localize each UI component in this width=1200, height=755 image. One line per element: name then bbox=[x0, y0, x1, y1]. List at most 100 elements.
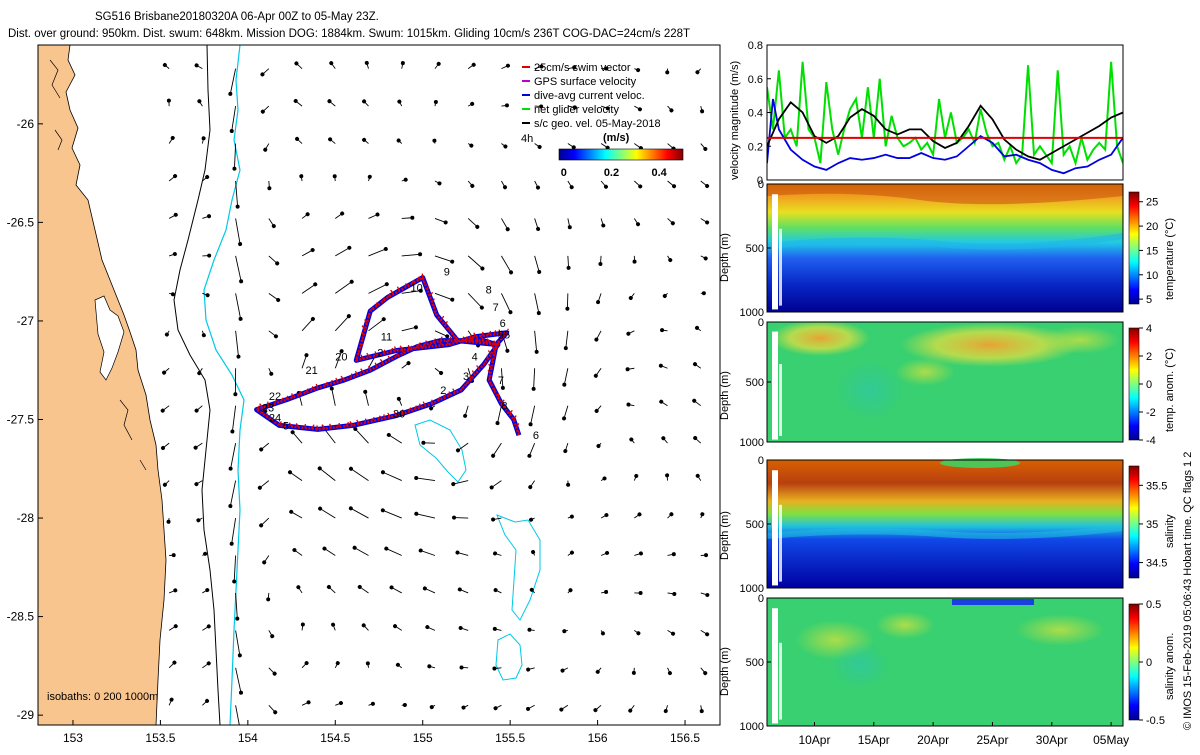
salinity-anomaly-teal bbox=[830, 641, 890, 689]
colorbar-title: (m/s) bbox=[603, 132, 630, 144]
depth-tick-label: 0 bbox=[758, 317, 764, 329]
depth-tick-label: 0 bbox=[758, 455, 764, 467]
colorbar-tick-label: 2 bbox=[1146, 351, 1152, 363]
missing-data-column bbox=[779, 364, 782, 436]
geostrophic-vector bbox=[269, 181, 270, 188]
velocity-y-tick-label: 0.8 bbox=[748, 40, 763, 52]
missing-data-column bbox=[779, 229, 782, 306]
colorbar-tick-label: 0.5 bbox=[1146, 599, 1161, 611]
temp-anomaly-colorbar-label: temp. anom. (°C) bbox=[1164, 348, 1176, 432]
colorbar-tick-label: 0 bbox=[1146, 657, 1152, 669]
legend-item-net: net glider velocity bbox=[522, 104, 619, 116]
missing-data-column bbox=[772, 470, 778, 585]
salinity-field bbox=[767, 460, 1123, 588]
track-day-label: 10 bbox=[410, 282, 422, 294]
temperature-colorbar bbox=[1129, 192, 1139, 304]
time-x-tick-label: 20Apr bbox=[917, 733, 949, 747]
track-day-label: 5 bbox=[283, 420, 289, 432]
geostrophic-vector bbox=[268, 593, 269, 599]
track-day-label: 20 bbox=[335, 351, 347, 363]
geostrophic-vector bbox=[434, 141, 435, 144]
track-day-label: 22 bbox=[269, 391, 281, 403]
temp-anomaly-warm-1 bbox=[770, 320, 870, 356]
swim-vector bbox=[376, 302, 377, 306]
geostrophic-vector bbox=[335, 176, 336, 181]
temperature-colorbar-label: temperature (°C) bbox=[1164, 218, 1176, 300]
colorbar-tick-label: -2 bbox=[1146, 407, 1156, 419]
track-day-label: 6 bbox=[500, 318, 506, 330]
time-x-tick-label: 15Apr bbox=[858, 733, 890, 747]
colorbar-tick-label: 34.5 bbox=[1146, 558, 1167, 570]
missing-data-column bbox=[779, 505, 782, 582]
map-y-tick-label: -26 bbox=[17, 117, 35, 131]
velocity-ylabel: velocity magnitude (m/s) bbox=[729, 61, 741, 180]
temp-anomaly-teal bbox=[835, 360, 905, 420]
depth-tick-label: 1000 bbox=[740, 437, 764, 449]
temperature-ylabel: Depth (m) bbox=[719, 233, 731, 282]
header-line-1: SG516 Brisbane20180320A 06-Apr 00Z to 05… bbox=[95, 11, 379, 23]
salinity-colorbar bbox=[1129, 466, 1139, 578]
colorbar-tick-label: 15 bbox=[1146, 245, 1158, 257]
temperature-field bbox=[767, 184, 1123, 312]
map-y-tick-label: -26.5 bbox=[7, 215, 35, 229]
temp-anomaly-warm-3 bbox=[1040, 326, 1120, 354]
map-x-tick-label: 153.5 bbox=[145, 731, 175, 745]
velocity-panel: 00.20.40.60.8 velocity magnitude (m/s) bbox=[729, 40, 1123, 187]
colorbar-tick-label: 35 bbox=[1146, 519, 1158, 531]
time-x-tick-label: 10Apr bbox=[798, 733, 830, 747]
map-x-tick-label: 156.5 bbox=[670, 731, 700, 745]
header-line-2: Dist. over ground: 950km. Dist. swum: 64… bbox=[8, 28, 690, 40]
track-day-label: 21 bbox=[306, 365, 318, 377]
track-day-label: 6 bbox=[533, 430, 539, 442]
depth-tick-label: 0 bbox=[758, 593, 764, 605]
track-day-label: 8 bbox=[501, 401, 507, 413]
track-day-label: 2 bbox=[440, 385, 446, 397]
track-day-label: 55 bbox=[498, 330, 510, 342]
speed-colorbar-tick-label: 0 bbox=[561, 167, 567, 179]
swim-vector bbox=[369, 313, 370, 317]
track-day-label: 11 bbox=[381, 332, 392, 344]
colorbar-tick-label: 5 bbox=[1146, 294, 1152, 306]
track-day-label: 7 bbox=[493, 302, 499, 314]
time-x-tick-label: 05May bbox=[1093, 733, 1129, 747]
salinity-anomaly-yellow-2 bbox=[875, 611, 935, 639]
map-x-tick-label: 154 bbox=[238, 731, 258, 745]
map-y-tick-label: -27 bbox=[17, 314, 35, 328]
colorbar-tick-label: 25 bbox=[1146, 197, 1158, 209]
track-day-label: 8 bbox=[486, 284, 492, 296]
temp-anomaly-ylabel: Depth (m) bbox=[719, 371, 731, 420]
velocity-y-tick-label: 0.4 bbox=[748, 108, 763, 120]
salinity-anomaly-colorbar-label: salinity anom. bbox=[1164, 633, 1176, 700]
imos-credit-note: © IMOS 15-Feb-2019 05:06:43 Hobart time.… bbox=[1182, 452, 1194, 730]
swim-vector bbox=[356, 356, 357, 360]
track-day-label: 3 bbox=[463, 371, 469, 383]
missing-data-column bbox=[772, 332, 778, 440]
track-day-label: 7 bbox=[498, 375, 504, 387]
legend-item-dac: dive-avg current veloc. bbox=[522, 90, 645, 102]
track-day-label: 24 bbox=[269, 412, 281, 424]
map-y-tick-label: -27.5 bbox=[7, 412, 35, 426]
swim-vector bbox=[405, 283, 406, 287]
map-x-tick-label: 155 bbox=[413, 731, 433, 745]
map-x-tick-label: 156 bbox=[588, 731, 608, 745]
temp-anomaly-colorbar-ticks: 420-2-4 bbox=[1139, 323, 1156, 447]
geostrophic-vector bbox=[169, 518, 170, 522]
legend-item-geo: s/c geo. vel. 05-May-2018 bbox=[522, 118, 661, 130]
map-y-tick-label: -28 bbox=[17, 511, 35, 525]
salinity-anomaly-colorbar bbox=[1129, 604, 1139, 720]
time-x-tick-label: 30Apr bbox=[1036, 733, 1068, 747]
swim-vector bbox=[292, 393, 293, 397]
depth-tick-label: 0 bbox=[758, 179, 764, 191]
legend-time-label: 4h bbox=[521, 133, 533, 145]
time-x-tick-label: 25Apr bbox=[976, 733, 1008, 747]
salinity-anomaly-yellow-3 bbox=[1015, 614, 1105, 646]
temp-anomaly-yellow bbox=[895, 358, 955, 386]
